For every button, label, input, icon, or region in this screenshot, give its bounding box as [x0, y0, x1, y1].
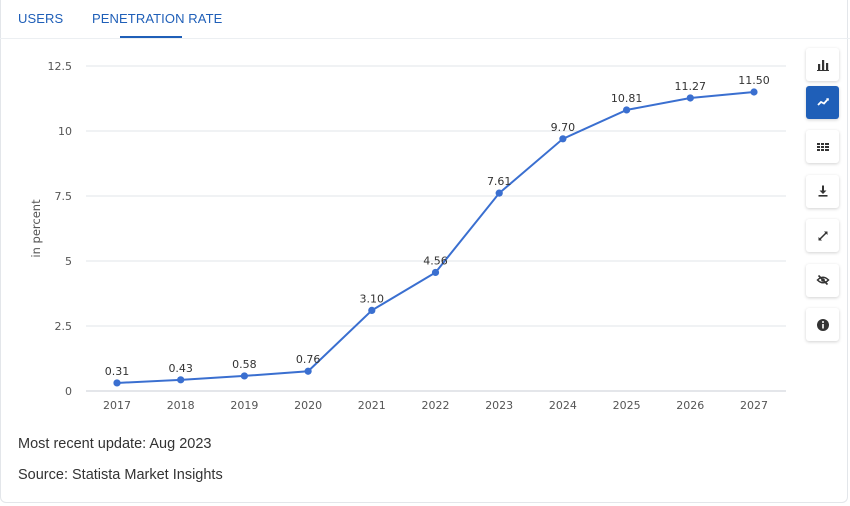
data-label: 10.81	[611, 92, 643, 105]
x-tick-label: 2021	[358, 399, 386, 412]
data-label: 0.31	[105, 365, 130, 378]
data-point	[240, 372, 248, 380]
data-point	[113, 379, 121, 387]
x-tick-label: 2022	[422, 399, 450, 412]
tab-penetration-rate[interactable]: PENETRATION RATE	[92, 11, 223, 26]
source-note: Source: Statista Market Insights	[18, 467, 223, 483]
data-point	[686, 94, 694, 102]
x-tick-label: 2018	[167, 399, 195, 412]
x-tick-label: 2017	[103, 399, 131, 412]
info-icon	[816, 318, 829, 331]
data-point	[177, 376, 185, 384]
update-note: Most recent update: Aug 2023	[18, 436, 212, 452]
hide-icon	[815, 274, 830, 286]
y-tick-label: 12.5	[48, 60, 73, 73]
data-label: 3.10	[360, 292, 385, 305]
download-icon	[818, 185, 827, 197]
x-tick-label: 2027	[740, 399, 768, 412]
chart-toolbar	[806, 48, 839, 353]
active-tab-indicator	[120, 36, 182, 38]
data-point	[495, 189, 503, 197]
data-point	[431, 268, 440, 277]
fullscreen-icon	[818, 231, 827, 240]
download-button[interactable]	[806, 174, 839, 208]
bar-chart-button[interactable]	[806, 48, 839, 81]
bar-chart-icon	[816, 59, 829, 71]
data-point	[750, 88, 758, 96]
data-point	[304, 367, 312, 375]
data-label: 9.70	[551, 121, 576, 134]
hide-button[interactable]	[806, 263, 839, 297]
line-chart-button[interactable]	[806, 85, 839, 119]
tab-bar: USERS PENETRATION RATE	[0, 0, 850, 39]
x-tick-label: 2025	[613, 399, 641, 412]
y-tick-label: 5	[65, 255, 72, 268]
x-tick-label: 2023	[485, 399, 513, 412]
fullscreen-button[interactable]	[806, 219, 839, 252]
data-label: 0.58	[232, 358, 257, 371]
x-tick-label: 2019	[230, 399, 258, 412]
data-label: 0.43	[168, 362, 193, 375]
info-button[interactable]	[806, 308, 839, 341]
y-tick-label: 10	[58, 125, 72, 138]
data-point	[368, 306, 376, 314]
x-tick-label: 2024	[549, 399, 577, 412]
data-label: 11.27	[675, 80, 707, 93]
y-tick-label: 2.5	[55, 320, 73, 333]
data-point	[559, 135, 567, 143]
data-point	[623, 106, 631, 114]
y-tick-label: 7.5	[55, 190, 73, 203]
series-line	[116, 91, 755, 384]
data-label: 4.56	[423, 254, 448, 267]
y-axis-label: in percent	[29, 199, 43, 258]
data-label: 7.61	[487, 175, 512, 188]
y-tick-label: 0	[65, 385, 72, 398]
x-tick-label: 2026	[676, 399, 704, 412]
table-icon	[816, 142, 829, 151]
data-label: 0.76	[296, 353, 321, 366]
tab-users[interactable]: USERS	[18, 11, 64, 26]
x-tick-label: 2020	[294, 399, 322, 412]
line-chart-icon	[816, 98, 829, 106]
table-view-button[interactable]	[806, 130, 839, 163]
line-chart: 0 2.5 5 7.5 10 12.5 in percent 2017 2018 2019 2020…	[29, 60, 786, 412]
data-label: 11.50	[738, 74, 770, 87]
